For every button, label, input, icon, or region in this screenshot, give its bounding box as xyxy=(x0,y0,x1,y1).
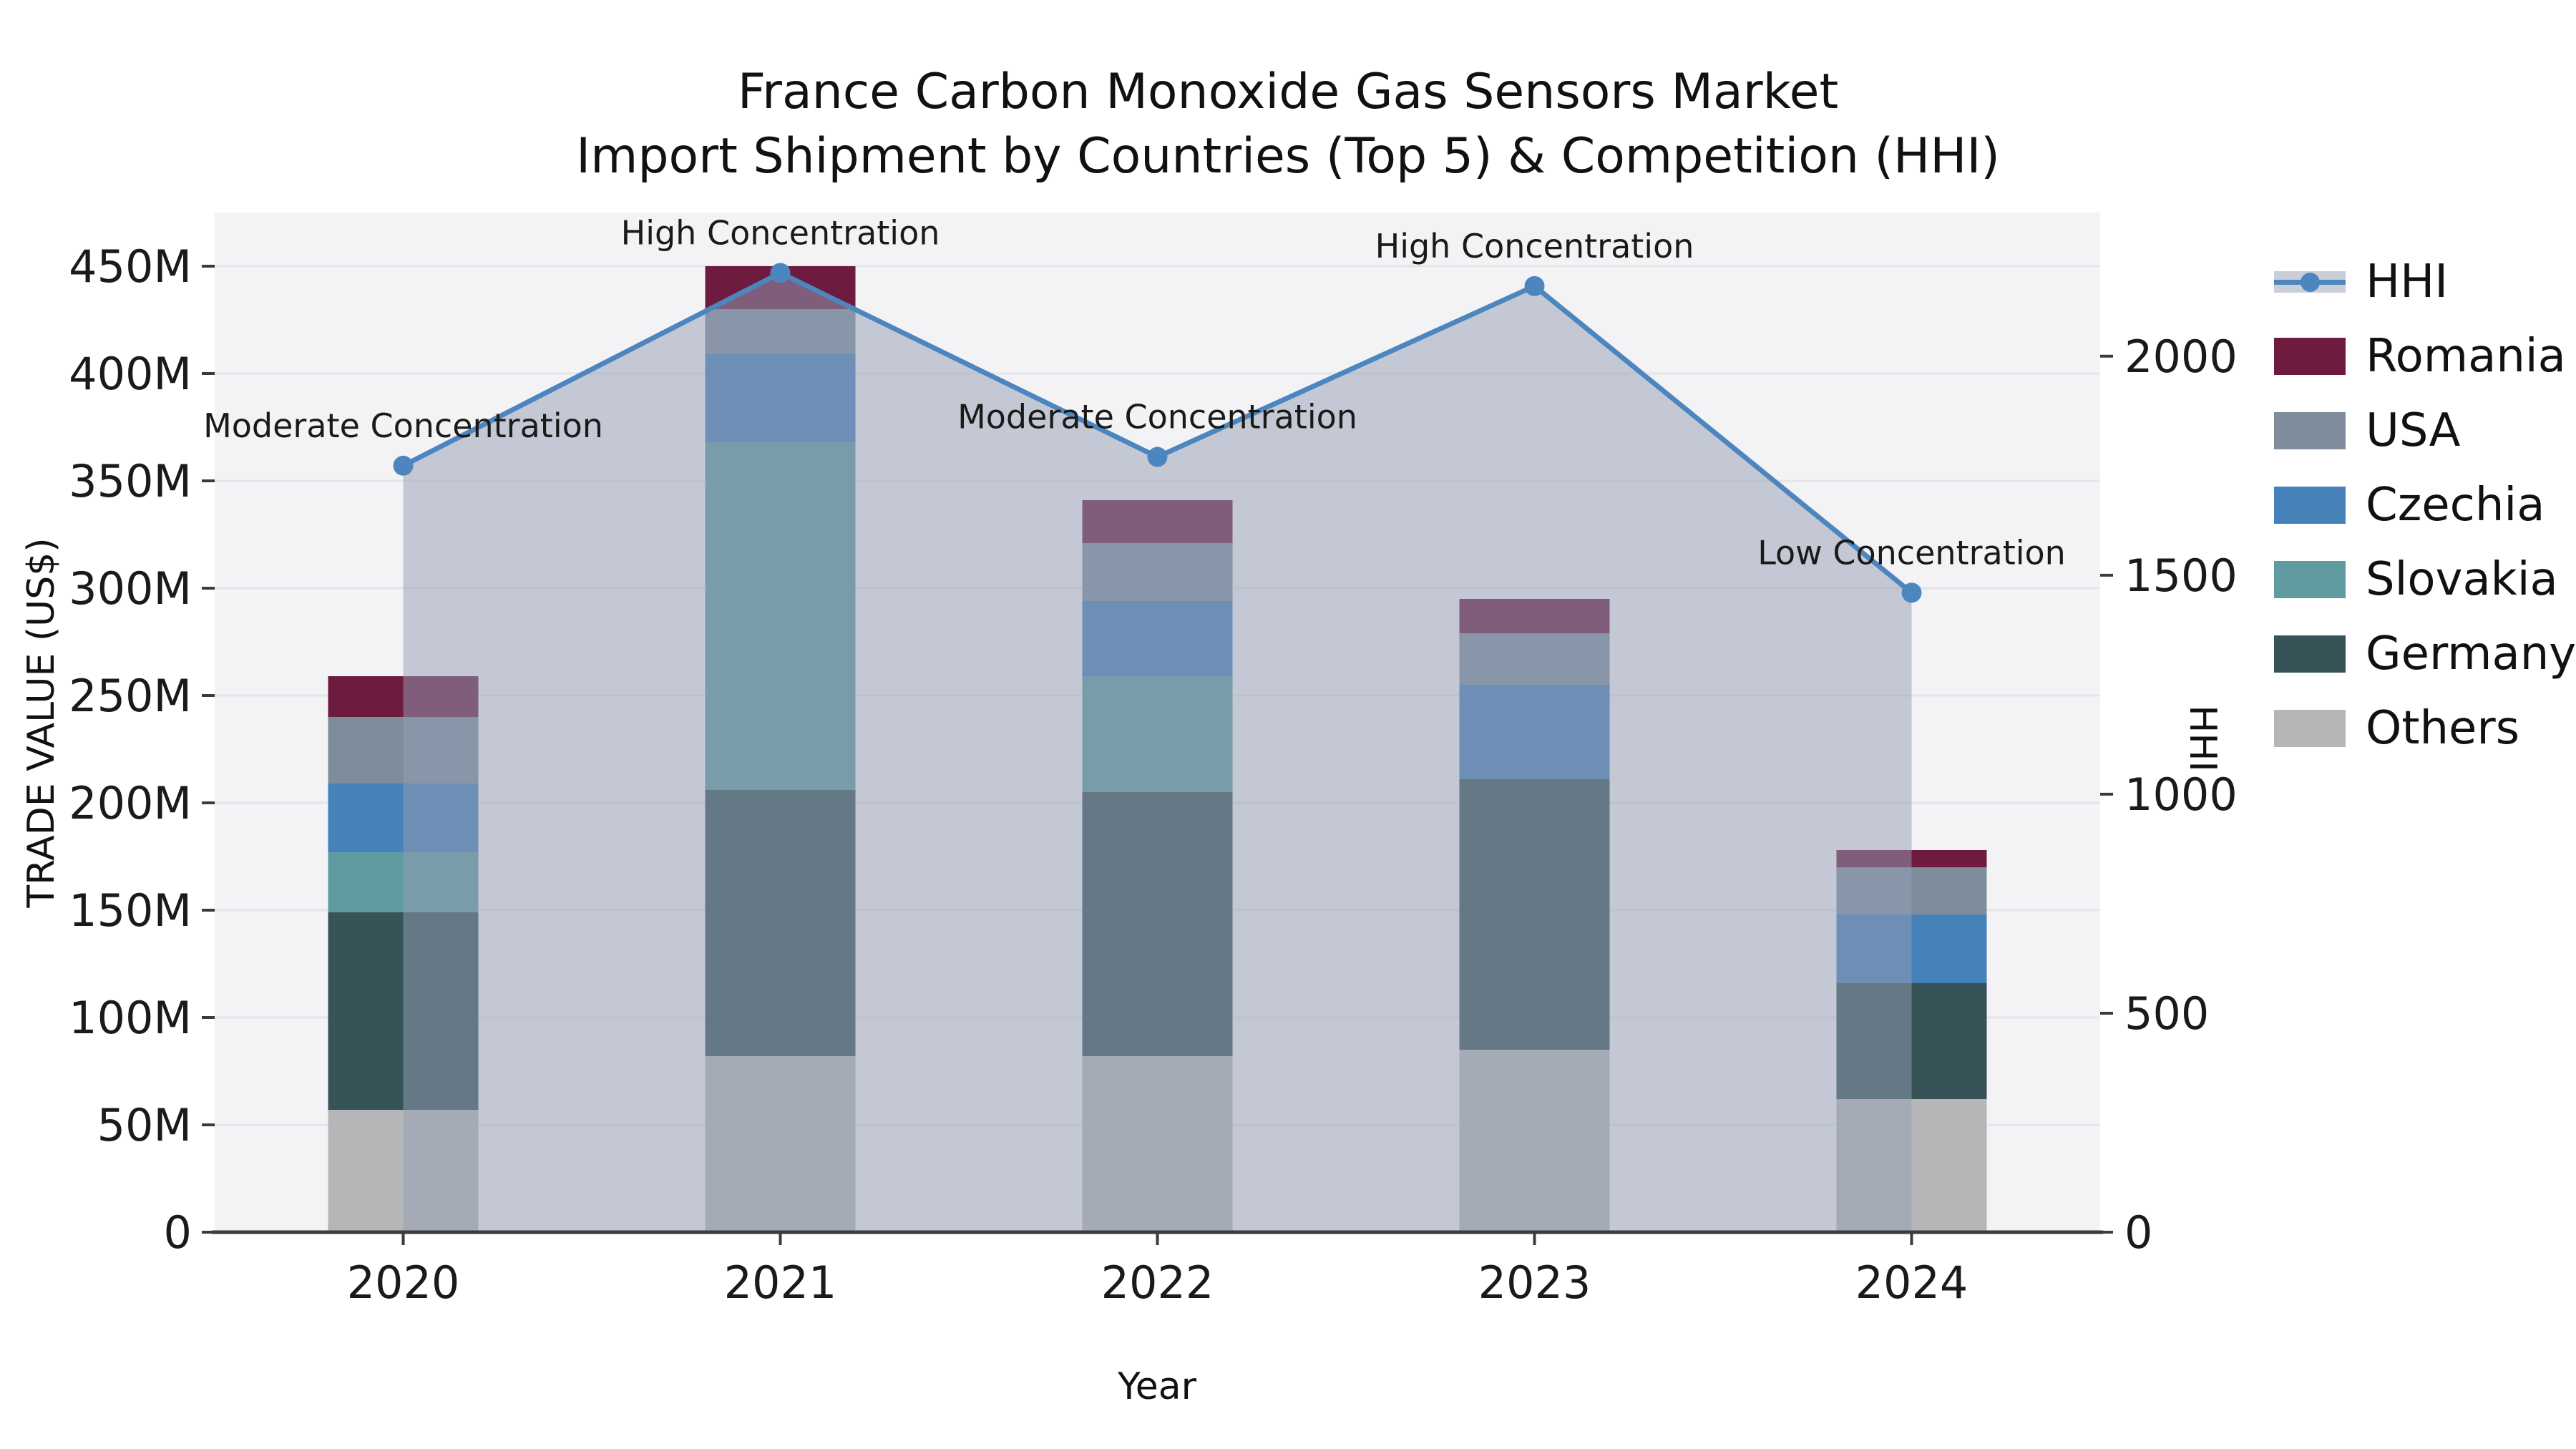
y-left-tick-label: 450M xyxy=(69,240,192,293)
annotation-2022: Moderate Concentration xyxy=(957,398,1357,436)
y-right-tick-label: 1000 xyxy=(2124,769,2238,821)
legend-item-usa: USA xyxy=(2274,394,2575,468)
legend-swatch-usa xyxy=(2274,412,2346,449)
y-axis-label-left: TRADE VALUE (US$) xyxy=(20,537,63,908)
hhi-marker-2021 xyxy=(770,263,791,283)
legend-item-slovakia: Slovakia xyxy=(2274,542,2575,617)
y-left-tick-label: 400M xyxy=(69,348,192,400)
legend-item-czechia: Czechia xyxy=(2274,468,2575,542)
y-left-tick-label: 100M xyxy=(69,992,192,1044)
annotation-2021: High Concentration xyxy=(621,213,940,252)
hhi-area-fill xyxy=(403,273,1912,1232)
legend-label: Slovakia xyxy=(2366,553,2558,606)
y-right-tick-label: 2000 xyxy=(2124,331,2238,383)
hhi-marker-2022 xyxy=(1147,447,1168,467)
y-right-tick-label: 500 xyxy=(2124,987,2209,1040)
x-tick-label-2020: 2020 xyxy=(347,1257,460,1309)
legend-swatch-slovakia xyxy=(2274,561,2346,598)
hhi-line-swatch-icon xyxy=(2274,263,2346,301)
legend-label: USA xyxy=(2366,404,2461,457)
legend-item-romania: Romania xyxy=(2274,319,2575,394)
y-left-tick-label: 50M xyxy=(97,1099,192,1151)
legend: HHI Romania USA Czechia Slovakia Germany Other… xyxy=(2274,245,2576,766)
x-axis-label: Year xyxy=(1117,1365,1197,1408)
legend-swatch-romania xyxy=(2274,338,2346,375)
legend-swatch-germany xyxy=(2274,635,2346,673)
annotation-2024: Low Concentration xyxy=(1757,533,2066,572)
y-right-tick-label: 0 xyxy=(2124,1206,2152,1259)
chart-title: France Carbon Monoxide Gas Sensors Marke… xyxy=(0,60,2576,189)
legend-item-germany: Germany xyxy=(2274,617,2576,691)
y-axis-label-right: HHI xyxy=(2181,705,2224,772)
annotation-2023: High Concentration xyxy=(1375,227,1694,265)
legend-item-others: Others xyxy=(2274,691,2575,766)
y-left-tick-label: 250M xyxy=(69,670,192,722)
hhi-marker-2024 xyxy=(1901,582,1922,603)
legend-label: Germany xyxy=(2366,628,2576,680)
x-tick-label-2024: 2024 xyxy=(1855,1257,1968,1309)
y-left-tick-label: 350M xyxy=(69,455,192,507)
legend-label: Czechia xyxy=(2366,479,2545,532)
legend-label: Others xyxy=(2366,702,2520,755)
legend-label: HHI xyxy=(2366,255,2449,308)
annotation-2020: Moderate Concentration xyxy=(203,406,603,445)
x-tick-label-2022: 2022 xyxy=(1101,1257,1214,1309)
y-left-tick-label: 200M xyxy=(69,777,192,829)
x-tick-label-2021: 2021 xyxy=(724,1257,837,1309)
hhi-marker-2020 xyxy=(393,455,414,476)
legend-label: Romania xyxy=(2366,330,2566,383)
chart-title-line1: France Carbon Monoxide Gas Sensors Marke… xyxy=(737,64,1839,120)
legend-swatch-czechia xyxy=(2274,487,2346,524)
x-tick-label-2023: 2023 xyxy=(1478,1257,1591,1309)
y-right-tick-label: 1500 xyxy=(2124,550,2238,602)
y-left-tick-label: 0 xyxy=(164,1206,192,1259)
y-left-tick-label: 150M xyxy=(69,884,192,937)
y-left-tick-label: 300M xyxy=(69,562,192,615)
legend-swatch-others xyxy=(2274,710,2346,747)
hhi-marker-2023 xyxy=(1524,275,1545,296)
chart-title-line2: Import Shipment by Countries (Top 5) & C… xyxy=(576,127,2000,185)
legend-item-hhi: HHI xyxy=(2274,245,2575,319)
